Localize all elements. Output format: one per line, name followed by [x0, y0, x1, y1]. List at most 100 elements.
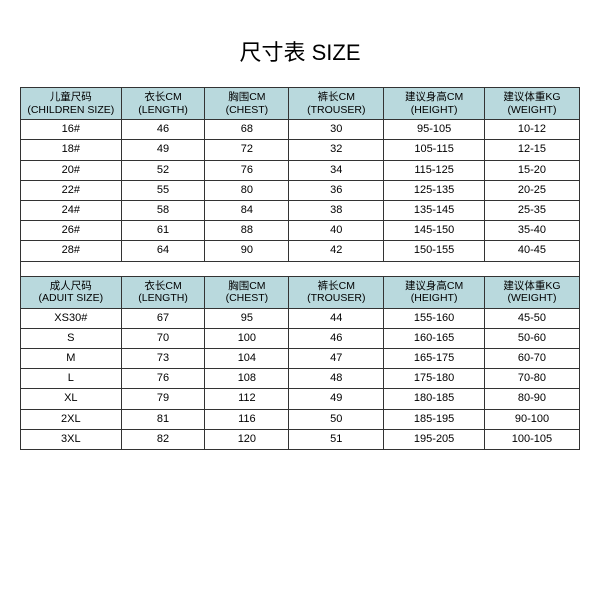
cell: 60-70: [484, 349, 579, 369]
header-en: (WEIGHT): [486, 292, 578, 305]
cell: 180-185: [384, 389, 485, 409]
cell: 2XL: [21, 409, 122, 429]
cell: 26#: [21, 221, 122, 241]
header-en: (LENGTH): [123, 292, 204, 305]
cell: 49: [121, 140, 205, 160]
cell: 46: [121, 120, 205, 140]
cell: 61: [121, 221, 205, 241]
cell: 195-205: [384, 429, 485, 449]
header-cn: 建议体重KG: [486, 91, 578, 104]
col-header-length: 衣长CM (LENGTH): [121, 88, 205, 120]
cell: 135-145: [384, 200, 485, 220]
header-en: (CHILDREN SIZE): [22, 104, 120, 117]
header-cn: 建议身高CM: [385, 91, 483, 104]
header-en: (WEIGHT): [486, 104, 578, 117]
col-header-weight: 建议体重KG (WEIGHT): [484, 276, 579, 308]
col-header-adult-size: 成人尺码 (ADUIT SIZE): [21, 276, 122, 308]
header-cn: 裤长CM: [290, 280, 382, 293]
cell: 45-50: [484, 308, 579, 328]
cell: 80: [205, 180, 289, 200]
header-cn: 裤长CM: [290, 91, 382, 104]
cell: 12-15: [484, 140, 579, 160]
cell: 64: [121, 241, 205, 261]
cell: 30: [289, 120, 384, 140]
cell: 100-105: [484, 429, 579, 449]
cell: 70: [121, 328, 205, 348]
cell: 36: [289, 180, 384, 200]
cell: 125-135: [384, 180, 485, 200]
cell: 28#: [21, 241, 122, 261]
table-row: L7610848175-18070-80: [21, 369, 580, 389]
cell: 165-175: [384, 349, 485, 369]
cell: 20-25: [484, 180, 579, 200]
cell: 84: [205, 200, 289, 220]
table-row: M7310447165-17560-70: [21, 349, 580, 369]
col-header-children-size: 儿童尺码 (CHILDREN SIZE): [21, 88, 122, 120]
table-row: 3XL8212051195-205100-105: [21, 429, 580, 449]
header-en: (CHEST): [206, 104, 287, 117]
cell: 105-115: [384, 140, 485, 160]
cell: 116: [205, 409, 289, 429]
table-row: 18#497232105-11512-15: [21, 140, 580, 160]
cell: 76: [121, 369, 205, 389]
table-row: 16#46683095-10510-12: [21, 120, 580, 140]
col-header-weight: 建议体重KG (WEIGHT): [484, 88, 579, 120]
col-header-chest: 胸围CM (CHEST): [205, 88, 289, 120]
cell: M: [21, 349, 122, 369]
header-en: (CHEST): [206, 292, 287, 305]
header-cn: 成人尺码: [22, 280, 120, 293]
table-row: 20#527634115-12515-20: [21, 160, 580, 180]
col-header-height: 建议身高CM (HEIGHT): [384, 88, 485, 120]
table-row: 22#558036125-13520-25: [21, 180, 580, 200]
cell: 16#: [21, 120, 122, 140]
cell: 88: [205, 221, 289, 241]
header-en: (HEIGHT): [385, 292, 483, 305]
cell: 150-155: [384, 241, 485, 261]
table-row: 2XL8111650185-19590-100: [21, 409, 580, 429]
cell: 90-100: [484, 409, 579, 429]
table-row: 24#588438135-14525-35: [21, 200, 580, 220]
cell: 25-35: [484, 200, 579, 220]
table-row: XS30#679544155-16045-50: [21, 308, 580, 328]
cell: 104: [205, 349, 289, 369]
cell: 112: [205, 389, 289, 409]
cell: 15-20: [484, 160, 579, 180]
cell: 72: [205, 140, 289, 160]
header-en: (LENGTH): [123, 104, 204, 117]
gap-row: [21, 261, 580, 276]
cell: 42: [289, 241, 384, 261]
cell: 34: [289, 160, 384, 180]
cell: 80-90: [484, 389, 579, 409]
cell: 44: [289, 308, 384, 328]
cell: 115-125: [384, 160, 485, 180]
header-cn: 建议体重KG: [486, 280, 578, 293]
cell: S: [21, 328, 122, 348]
size-table: 儿童尺码 (CHILDREN SIZE) 衣长CM (LENGTH) 胸围CM …: [20, 87, 580, 450]
cell: 73: [121, 349, 205, 369]
table-row: XL7911249180-18580-90: [21, 389, 580, 409]
cell: 145-150: [384, 221, 485, 241]
table-row: 26#618840145-15035-40: [21, 221, 580, 241]
col-header-trouser: 裤长CM (TROUSER): [289, 276, 384, 308]
header-en: (TROUSER): [290, 292, 382, 305]
table-row: 28#649042150-15540-45: [21, 241, 580, 261]
header-cn: 胸围CM: [206, 280, 287, 293]
cell: 46: [289, 328, 384, 348]
col-header-chest: 胸围CM (CHEST): [205, 276, 289, 308]
cell: 50-60: [484, 328, 579, 348]
header-en: (ADUIT SIZE): [22, 292, 120, 305]
cell: 79: [121, 389, 205, 409]
cell: 47: [289, 349, 384, 369]
header-cn: 建议身高CM: [385, 280, 483, 293]
cell: 35-40: [484, 221, 579, 241]
cell: 120: [205, 429, 289, 449]
cell: L: [21, 369, 122, 389]
cell: 52: [121, 160, 205, 180]
cell: 100: [205, 328, 289, 348]
adult-header-row: 成人尺码 (ADUIT SIZE) 衣长CM (LENGTH) 胸围CM (CH…: [21, 276, 580, 308]
cell: 67: [121, 308, 205, 328]
header-en: (TROUSER): [290, 104, 382, 117]
gap-cell: [21, 261, 580, 276]
cell: 3XL: [21, 429, 122, 449]
cell: 95: [205, 308, 289, 328]
